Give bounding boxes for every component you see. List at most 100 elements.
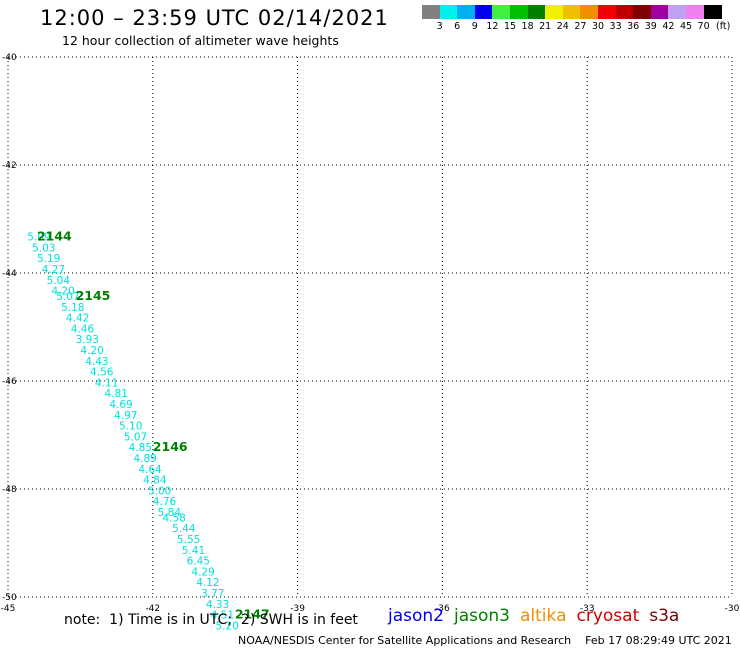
y-tick-label: -48 — [2, 485, 17, 495]
x-tick-label: -45 — [1, 604, 16, 614]
color-scale-label: 21 — [539, 21, 552, 32]
wave-height-label: 4.42 — [66, 313, 89, 325]
wave-height-label: 3.77 — [201, 588, 224, 600]
wave-height-label: 4.97 — [114, 410, 137, 422]
y-tick-label: -44 — [2, 269, 17, 279]
wave-height-label: 4.29 — [191, 566, 214, 578]
color-scale-swatch — [492, 5, 511, 19]
y-tick-label: -46 — [2, 377, 17, 387]
color-scale-swatch — [580, 5, 599, 19]
wave-height-label: 4.81 — [105, 388, 128, 400]
wave-height-label: 5.84 — [158, 507, 182, 519]
color-scale-swatch — [527, 5, 546, 19]
color-scale-swatch — [703, 5, 722, 19]
chart-subtitle: 12 hour collection of altimeter wave hei… — [62, 33, 339, 48]
wave-height-label: 4.89 — [133, 453, 156, 465]
wave-height-label: 5.20 — [216, 620, 239, 632]
chart-title: 12:00 – 23:59 UTC 02/14/2021 — [40, 6, 389, 30]
wave-height-label: 5.55 — [177, 534, 200, 546]
color-scale-swatch — [598, 5, 617, 19]
color-scale-swatch — [686, 5, 705, 19]
color-scale-label: 6 — [454, 21, 461, 32]
pass-annotations: 2144 2145 2146 2147 — [37, 229, 270, 622]
y-tick-label: -50 — [2, 593, 17, 603]
wave-height-label: 3.93 — [76, 334, 99, 346]
color-scale-label: 42 — [662, 21, 675, 32]
color-scale-label: 33 — [609, 21, 622, 32]
pass-number-label: 2147 — [235, 607, 270, 622]
wave-height-label: 4.51 — [211, 610, 234, 622]
wave-height-label: 5.19 — [37, 253, 60, 265]
wave-height-label: 4.43 — [85, 356, 108, 368]
pass-number-label: 2144 — [37, 229, 72, 244]
color-scale-label: 18 — [521, 21, 534, 32]
wave-height-label: 4.69 — [109, 399, 132, 411]
wave-height-label: 4.64 — [138, 464, 162, 476]
color-scale-swatch — [510, 5, 529, 19]
footer-credit: NOAA/NESDIS Center for Satellite Applica… — [238, 634, 732, 647]
color-scale-swatch — [633, 5, 652, 19]
color-scale-swatch — [422, 5, 441, 19]
wave-height-label: 5.18 — [61, 302, 84, 314]
wave-height-label: 4.85 — [129, 442, 152, 454]
wave-height-label: 4.56 — [90, 367, 114, 379]
wave-height-label: 4.27 — [42, 264, 65, 276]
color-scale-label: 70 — [697, 21, 710, 32]
color-scale-swatch — [650, 5, 669, 19]
color-scale-label: 12 — [486, 21, 499, 32]
satellite-s3a: s3a — [649, 606, 680, 626]
x-tick-label: -42 — [145, 604, 160, 614]
pass-number-label: 2146 — [153, 439, 188, 454]
wave-height-label: 5.10 — [119, 421, 142, 433]
color-scale-label: 39 — [644, 21, 657, 32]
axis-ticks: -45 -42 -39 -36 -33 -30 -40 -42 -44 -46 -48 -50 — [1, 53, 740, 614]
color-scale-swatch — [474, 5, 493, 19]
wave-height-label: 4.20 — [51, 286, 74, 298]
y-tick-label: -42 — [2, 161, 17, 171]
wave-height-label: 4.20 — [80, 345, 103, 357]
wave-height-label: 6.45 — [187, 556, 210, 568]
data-points: 5.095.035.194.275.044.205.075.184.424.46… — [27, 232, 239, 633]
x-tick-label: -30 — [725, 604, 740, 614]
color-scale-label: 36 — [627, 21, 640, 32]
satellite-altika: altika — [520, 606, 567, 626]
x-tick-label: -36 — [435, 604, 450, 614]
color-scale-label: 27 — [574, 21, 587, 32]
wave-height-label: 4.12 — [196, 577, 219, 589]
color-scale-label: 24 — [556, 21, 569, 32]
footer-note: note: 1) Time is in UTC; 2) SWH is in fe… — [64, 612, 358, 628]
color-scale-swatch — [545, 5, 564, 19]
wave-height-label: 5.07 — [124, 431, 147, 443]
satellite-jason2: jason2 — [388, 606, 444, 626]
color-scale-label: 30 — [591, 21, 605, 32]
x-tick-label: -39 — [290, 604, 305, 614]
color-scale-swatch — [615, 5, 634, 19]
satellite-legend: jason2 jason3 altika cryosat s3a — [388, 606, 689, 626]
color-scale-swatch — [562, 5, 581, 19]
x-tick-label: -33 — [580, 604, 595, 614]
color-scale-label: 15 — [503, 21, 517, 32]
wave-height-label: 5.41 — [182, 545, 205, 557]
wave-height-label: 5.00 — [148, 485, 171, 497]
wave-height-label: 5.04 — [47, 275, 71, 287]
wave-height-label: 4.84 — [143, 475, 167, 487]
color-scale-swatch — [668, 5, 687, 19]
color-scale-label: 45 — [679, 21, 693, 32]
wave-height-label: 4.33 — [206, 599, 229, 611]
plot-grid — [7, 56, 733, 598]
satellite-jason3: jason3 — [454, 606, 510, 626]
pass-number-label: 2145 — [76, 288, 111, 303]
wave-height-label: 5.07 — [56, 291, 79, 303]
wave-height-label: 5.44 — [172, 523, 196, 535]
wave-height-label: 4.11 — [95, 377, 118, 389]
wave-height-label: 5.09 — [27, 232, 50, 244]
wave-height-label: 4.76 — [153, 496, 177, 508]
color-scale-label: 9 — [471, 21, 478, 32]
satellite-cryosat: cryosat — [576, 606, 640, 626]
wave-height-label: 5.03 — [32, 242, 55, 254]
wave-height-label: 4.58 — [162, 512, 185, 524]
color-scale-swatch — [439, 5, 458, 19]
wave-height-label: 4.46 — [71, 323, 95, 335]
y-tick-label: -40 — [2, 53, 17, 63]
